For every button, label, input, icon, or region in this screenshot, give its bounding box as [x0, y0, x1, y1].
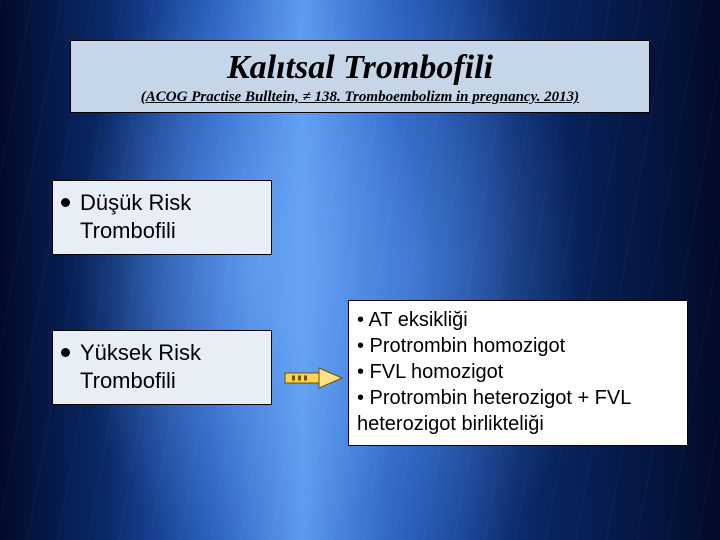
arrow-icon [284, 366, 344, 390]
bullet-dot-icon [61, 198, 70, 207]
bullet-text: Yüksek Risk Trombofili [80, 339, 257, 394]
bullet-text: Düşük Risk Trombofili [80, 189, 257, 244]
detail-line: • Protrombin heterozigot + FVL heterozig… [357, 385, 679, 437]
bullet-dot-icon [61, 348, 70, 357]
bullet-high-risk: Yüksek Risk Trombofili [52, 330, 272, 405]
detail-line: • FVL homozigot [357, 359, 679, 385]
title-box: Kalıtsal Trombofili (ACOG Practise Bullt… [70, 40, 650, 113]
detail-box-high-risk: • AT eksikliği • Protrombin homozigot • … [348, 300, 688, 446]
slide-title: Kalıtsal Trombofili [81, 49, 639, 87]
slide-subtitle: (ACOG Practise Bulltein, ≠ 138. Tromboem… [81, 89, 639, 106]
detail-line: • AT eksikliği [357, 307, 679, 333]
detail-line: • Protrombin homozigot [357, 333, 679, 359]
bullet-low-risk: Düşük Risk Trombofili [52, 180, 272, 255]
slide: Kalıtsal Trombofili (ACOG Practise Bullt… [0, 0, 720, 540]
